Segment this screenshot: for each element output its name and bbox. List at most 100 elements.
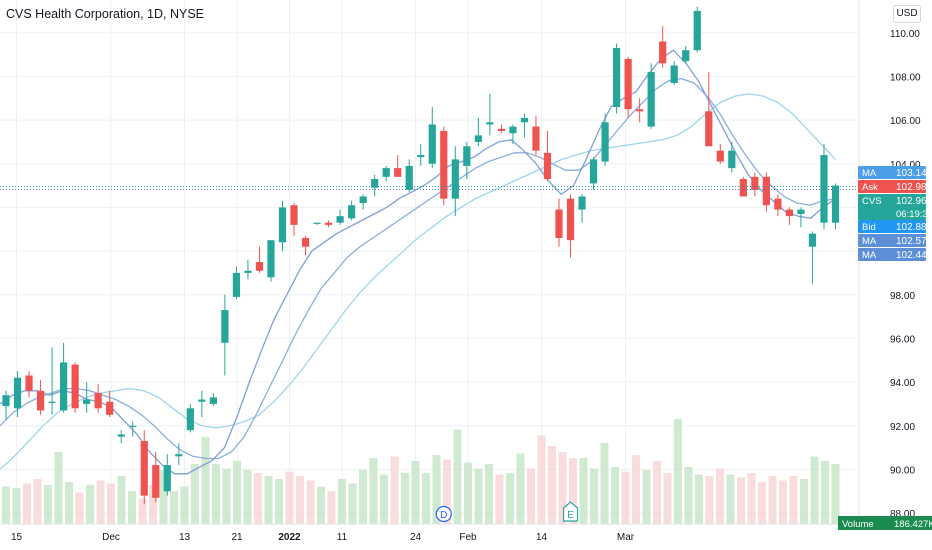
volume-bar: [44, 485, 52, 524]
volume-bar: [674, 419, 682, 524]
volume-bar: [107, 483, 115, 524]
candle-body: [555, 209, 563, 238]
volume-bar: [390, 456, 399, 524]
volume-bar: [800, 479, 808, 524]
price-tick-label: 88.00: [890, 509, 915, 520]
price-tick-label: 108.00: [890, 72, 921, 83]
candle-body: [566, 198, 575, 241]
volume-bar: [621, 471, 630, 524]
volume-bar: [516, 453, 525, 524]
volume-bar: [716, 468, 724, 524]
dividend-marker-shape: [435, 505, 452, 523]
ma-label-mid-value: 102.57: [896, 236, 927, 247]
candle-body: [382, 168, 390, 177]
candle-body: [290, 205, 298, 225]
candle-body: [2, 395, 10, 407]
time-tick-label: 11: [337, 532, 348, 543]
volume-bar: [191, 464, 199, 524]
candle-body: [175, 454, 183, 457]
candle-body: [613, 48, 621, 107]
volume-bar: [296, 476, 304, 524]
candle-body: [520, 117, 529, 123]
price-tick-label: 96.00: [890, 334, 915, 345]
time-tick-label: 15: [11, 532, 23, 543]
ma-label-top-bg: [858, 166, 926, 179]
volume-bar: [233, 461, 241, 524]
ask-label-bg: [858, 180, 926, 193]
volume-bar: [726, 474, 735, 524]
ma-label-mid-name: MA: [862, 236, 877, 247]
time-tick-label: 14: [536, 532, 548, 543]
volume-bar: [180, 486, 189, 524]
time-tick-label: 2022: [278, 532, 301, 543]
candle-body: [820, 155, 828, 223]
volume-bar: [653, 461, 661, 524]
dividend-marker[interactable]: D: [440, 510, 447, 521]
candle-body: [532, 126, 540, 151]
volume-bar: [485, 464, 493, 524]
volume-bar: [453, 429, 462, 524]
ma-label-top-value: 103.14: [896, 168, 927, 179]
current-price-line: [0, 185, 858, 190]
earnings-marker[interactable]: E: [567, 510, 574, 521]
volume-bar: [159, 470, 168, 524]
volume-bar: [12, 488, 21, 524]
time-axis[interactable]: 15 Dec 13 21 2022 11 24 Feb 14 Mar: [0, 523, 860, 550]
volume-bar: [170, 491, 178, 524]
candle-body: [163, 465, 171, 492]
candle-body: [48, 401, 56, 403]
price-axis[interactable]: 88.0090.0092.0094.0096.0098.00100.00102.…: [858, 0, 932, 550]
candle-body: [152, 465, 160, 498]
volume-bar: [317, 486, 325, 524]
candle-body: [578, 196, 586, 210]
candle-body: [278, 207, 287, 243]
volume-bar: [590, 468, 598, 524]
volume-bar: [264, 476, 273, 524]
currency-button[interactable]: USD: [893, 5, 921, 23]
volume-bar: [779, 480, 787, 524]
volume-bar: [474, 468, 483, 524]
volume-bar: [705, 476, 714, 524]
candle-body: [636, 109, 644, 112]
candle-body: [129, 425, 137, 427]
ma-fast-line: [0, 49, 836, 475]
candle-body: [624, 58, 632, 110]
candle-body: [359, 196, 367, 204]
cvs-label-countdown: 06:19:33: [896, 209, 932, 220]
candles: [2, 6, 840, 505]
ask-label-value: 102.98: [896, 182, 927, 193]
volume-bars: [2, 419, 840, 524]
volume-bar: [495, 474, 504, 524]
volume-bar: [684, 467, 693, 524]
volume-bar: [432, 455, 441, 524]
volume-bar: [642, 470, 651, 524]
volume-bar: [275, 479, 283, 524]
candle-body: [728, 150, 736, 169]
volume-bar: [338, 479, 346, 524]
volume-bar: [695, 474, 703, 524]
volume-bar: [464, 462, 472, 524]
time-tick-label: Mar: [617, 532, 635, 543]
candle-body: [543, 152, 552, 180]
candle-body: [682, 50, 690, 62]
candle-body: [831, 185, 840, 223]
candle-body: [751, 176, 759, 190]
chart-grid: [0, 0, 858, 524]
time-axis-bg: [0, 524, 860, 550]
price-tick-label: 94.00: [890, 378, 915, 389]
volume-bar: [831, 464, 840, 524]
candle-body: [94, 393, 102, 409]
volume-bar: [411, 461, 420, 524]
volume-bar: [663, 473, 672, 524]
bid-label-name: Bid: [862, 222, 876, 233]
time-tick-label: 24: [410, 532, 422, 543]
candle-body: [301, 237, 310, 247]
volume-label-value: 186.427K: [894, 519, 932, 530]
ma-mid-line: [0, 77, 836, 460]
bid-label-bg: [858, 220, 926, 233]
volume-bar: [579, 458, 588, 524]
candle-body: [474, 135, 482, 142]
price-tick-label: 90.00: [890, 465, 915, 476]
